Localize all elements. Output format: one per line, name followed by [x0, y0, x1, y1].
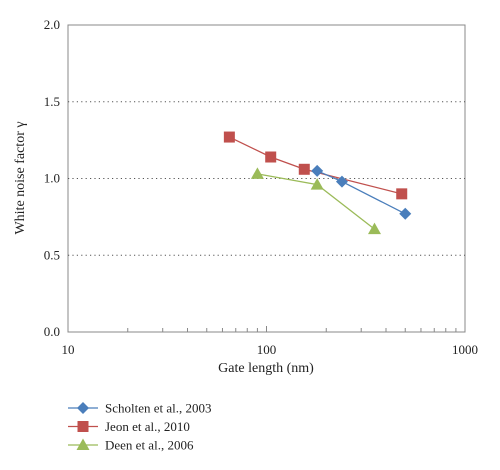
series-line — [229, 136, 402, 195]
legend-label: Jeon et al., 2010 — [105, 419, 190, 434]
data-point — [396, 188, 408, 200]
y-tick-label: 2.0 — [44, 17, 60, 32]
legend-entry: Scholten et al., 2003 — [68, 401, 212, 416]
legend-marker — [77, 402, 89, 414]
x-tick-label: 1000 — [452, 342, 478, 357]
data-point — [367, 222, 381, 235]
series-1 — [223, 131, 408, 200]
data-point — [265, 151, 277, 163]
data-point — [298, 163, 310, 175]
y-tick-label: 1.0 — [44, 171, 60, 186]
x-tick-label: 100 — [257, 342, 277, 357]
y-tick-labels: 0.0 0.5 1.0 1.5 2.0 — [44, 17, 60, 339]
series-layer — [223, 131, 412, 235]
series-0 — [311, 164, 412, 220]
legend-marker — [76, 438, 90, 450]
legend-entry: Deen et al., 2006 — [68, 438, 194, 453]
x-axis-title: Gate length (nm) — [218, 361, 314, 376]
data-point — [399, 207, 412, 220]
series-2 — [250, 167, 381, 235]
legend-marker — [77, 421, 89, 432]
legend: Scholten et al., 2003 Jeon et al., 2010 De… — [68, 401, 212, 453]
data-point — [223, 131, 235, 143]
series-line — [316, 170, 406, 215]
x-tick-labels: 10 100 1000 — [62, 326, 478, 357]
legend-label: Deen et al., 2006 — [105, 438, 194, 453]
data-point — [250, 167, 264, 179]
grid — [68, 101, 465, 256]
legend-entry: Jeon et al., 2010 — [68, 419, 190, 434]
y-tick-label: 0.5 — [44, 247, 60, 262]
x-tick-label: 10 — [62, 342, 75, 357]
data-point — [311, 164, 324, 177]
y-axis-title: White noise factor γ — [13, 121, 28, 234]
legend-label: Scholten et al., 2003 — [105, 401, 212, 416]
data-point — [310, 178, 324, 190]
data-point — [335, 175, 348, 188]
y-tick-label: 1.5 — [44, 94, 60, 109]
y-tick-label: 0.0 — [44, 324, 60, 339]
